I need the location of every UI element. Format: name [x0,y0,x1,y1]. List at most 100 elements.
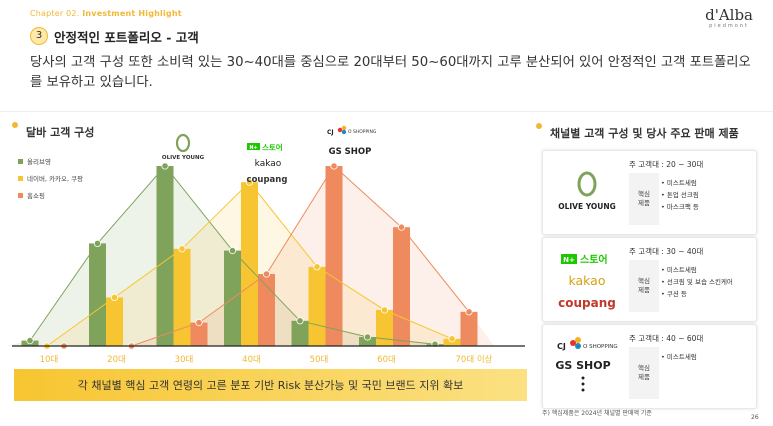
naver-badge [247,143,260,150]
bar-online [376,310,393,346]
x-tick-label: 20대 [107,355,126,365]
bar-online [443,338,461,346]
more-dot-icon [581,388,585,392]
coupang-text: coupang [247,175,288,185]
point-online [313,263,321,271]
naver-store-text: 스토어 [580,253,608,266]
point-homeshopping [262,270,271,278]
channel-card-olive-young: OLIVE YOUNG 주 고객대 : 20 ~ 30대 핵심 제품 • 미스트세… [542,150,757,235]
homeshopping-brands-logo: CJ O SHOPPING GS SHOP [555,337,618,392]
cj-dot-icon [575,337,581,343]
point-olive [93,239,102,247]
bar-online [106,297,123,346]
cj-dot-icon [575,343,581,349]
oshopping-text: O SHOPPING [583,344,618,350]
page-number: 26 [751,414,759,421]
brand-logo: d'Alba piedmont [705,6,753,30]
section-number: 3 [30,27,48,45]
product-item: • 미스트세럼 [661,179,697,187]
product-item: • 쿠션 등 [661,290,687,298]
gs-shop-text: GS SHOP [329,147,372,157]
core-product-label: 핵심 제품 [629,347,659,399]
bar-olive [89,243,106,346]
product-item: • 선크림 및 보습 스킨케어 [661,278,733,286]
x-tick-label: 60대 [377,355,396,365]
more-dot-icon [581,382,585,386]
legend-item-homeshopping: 홈쇼핑 [18,190,83,200]
point-online [448,335,456,343]
product-item: • 마스크팩 등 [661,203,699,211]
olive-young-text: OLIVE YOUNG [558,202,616,211]
homeshopping-brands-logo: CJ O SHOPPING GS SHOP [327,125,377,157]
divider [0,111,773,112]
channel-card-online: N+ 스토어 kakao coupang 주 고객대 : 30 ~ 40대 핵심… [542,237,757,322]
bar-homeshopping [325,166,343,346]
card-age: 주 고객대 : 20 ~ 30대 [629,160,704,169]
bar-homeshopping [258,274,275,346]
point-olive [161,162,169,170]
cj-text: CJ [557,342,566,351]
x-tick-label: 10대 [40,355,59,365]
x-tick-label: 70대 이상 [456,354,493,365]
footnote: 주) 핵심제품은 2024년 채널별 판매액 기준 [542,410,652,417]
naver-badge-text: N+ [249,145,257,151]
point-olive [363,333,372,341]
bar-homeshopping [190,322,208,346]
area-homeshopping [39,166,494,346]
point-homeshopping [465,308,473,316]
legend-item-online: 네이버, 카카오, 쿠팡 [18,173,83,183]
bar-homeshopping [393,227,410,346]
point-olive [26,336,34,345]
point-online [245,178,254,186]
x-tick-label: 40대 [242,355,261,365]
legend-item-olive: 올리브영 [18,156,83,166]
point-online [110,293,119,301]
bar-online [241,182,258,346]
summary-banner: 각 채널별 핵심 고객 연령의 고른 분포 기반 Risk 분산가능 및 국민 … [14,369,527,401]
bar-homeshopping [460,311,478,346]
card-age: 주 고객대 : 40 ~ 60대 [629,334,704,343]
lead-text: 당사의 고객 구성 또한 소비력 있는 30~40대를 중심으로 20대부터 5… [30,55,751,90]
core-product-label: 핵심 제품 [629,260,659,312]
point-olive [296,317,304,325]
chart-legend: 올리브영 네이버, 카카오, 쿠팡 홈쇼핑 [18,156,83,207]
bar-olive [156,166,174,346]
bullet-icon [536,123,542,129]
cj-dot-icon [337,127,343,133]
point-homeshopping [330,162,338,170]
right-panel-title: 채널별 고객 구성 및 당사 주요 판매 제품 [550,127,739,140]
point-homeshopping [397,223,406,231]
core-product-label: 핵심 제품 [629,173,659,225]
product-list: • 미스트세럼 • 톤업 선크림 • 마스크팩 등 [661,177,699,213]
cj-dot-icon [341,125,347,131]
cj-text: CJ [327,129,334,136]
product-item: • 미스트세럼 [661,353,697,361]
more-dot-icon [581,376,585,380]
channel-card-homeshopping: CJ O SHOPPING GS SHOP 주 고객대 : 40 ~ 60대 핵… [542,324,757,409]
point-olive [228,247,237,255]
bar-online [308,266,326,346]
x-tick-label: 30대 [175,355,194,365]
product-list: • 미스트세럼 • 선크림 및 보습 스킨케어 • 쿠션 등 [661,264,733,300]
product-list: • 미스트세럼 [661,351,697,363]
chart-title: 달바 고객 구성 [26,126,95,139]
online-brands-logo: N+ 스토어 kakao coupang [558,253,616,310]
product-item: • 미스트세럼 [661,266,697,274]
coupang-text: coupang [558,296,616,310]
card-age: 주 고객대 : 30 ~ 40대 [629,247,704,256]
online-brands-logo: N+ 스토어 kakao coupang [247,142,288,185]
bullet-icon [12,122,18,128]
olive-young-logo: OLIVE YOUNG [162,133,205,161]
olive-young-text: OLIVE YOUNG [162,155,205,161]
point-online [380,306,389,314]
bar-online [173,248,191,346]
section-title: 안정적인 포트폴리오 - 고객 [54,30,199,45]
kakao-text: kakao [255,159,282,169]
cj-dot-icon [570,340,576,346]
gs-shop-text: GS SHOP [555,359,610,372]
chapter-label: Chapter 02. Investment Highlight [30,9,182,18]
oshopping-text: O SHOPPING [348,129,377,135]
point-homeshopping [195,318,203,327]
bar-olive [359,337,376,346]
